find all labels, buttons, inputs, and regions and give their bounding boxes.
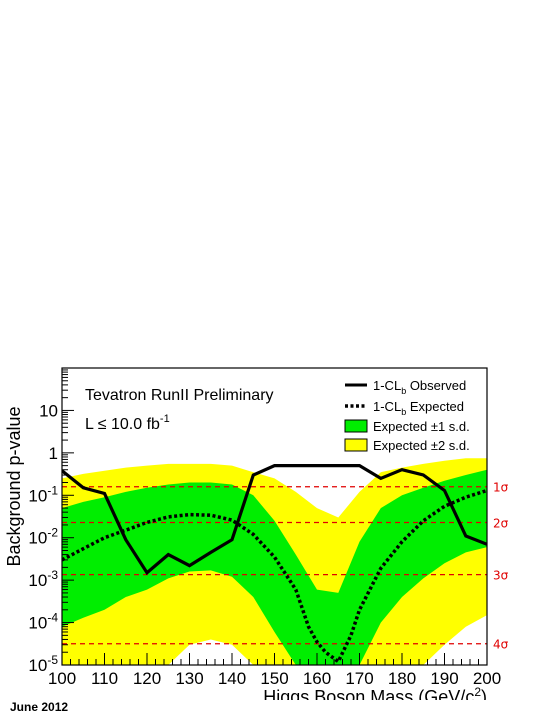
legend-label-4: Expected ±2 s.d. — [373, 438, 470, 453]
sigma-label-3: 3σ — [493, 569, 509, 583]
sigma-label-4: 4σ — [493, 638, 509, 652]
x-tick-label: 140 — [218, 669, 246, 688]
x-tick-label: 160 — [303, 669, 331, 688]
x-tick-label: 100 — [48, 669, 76, 688]
legend-swatch-band2 — [344, 438, 368, 452]
x-tick-label: 200 — [473, 669, 501, 688]
y-tick-label: 10 — [39, 401, 58, 420]
x-tick-label: 110 — [91, 669, 118, 688]
x-tick-label: 170 — [345, 669, 373, 688]
y-tick-label: 10-3 — [28, 568, 58, 590]
sigma-label-1: 1σ — [493, 481, 509, 495]
series-expected-line — [62, 488, 487, 665]
y-tick-label: 10-4 — [28, 611, 58, 633]
y-axis-label: Background p-value — [4, 406, 24, 566]
date-label: June 2012 — [10, 700, 69, 714]
x-tick-label: 130 — [175, 669, 203, 688]
band-1sigma — [62, 469, 487, 665]
chart-subtitle: L ≤ 10.0 fb-1 — [85, 413, 170, 433]
legend-label-1: 1-CLb Observed — [373, 378, 466, 396]
x-tick-label: 180 — [388, 669, 416, 688]
y-tick-label: 10-5 — [28, 653, 58, 675]
x-axis-label: Higgs Boson Mass (GeV/c2) — [263, 685, 487, 700]
series-observed-line — [62, 464, 487, 576]
y-tick-label: 10-1 — [28, 483, 58, 505]
x-tick-label: 150 — [260, 669, 288, 688]
x-tick-label: 190 — [430, 669, 458, 688]
chart-title: Tevatron RunII Preliminary — [85, 387, 274, 404]
y-tick-label: 1 — [49, 444, 58, 463]
plot-area — [62, 458, 487, 665]
legend-label-3: Expected ±1 s.d. — [373, 419, 470, 434]
legend-swatch-band1 — [344, 419, 368, 433]
legend-label-2: 1-CLb Expected — [373, 399, 464, 417]
sigma-label-2: 2σ — [493, 517, 509, 531]
x-tick-label: 120 — [133, 669, 161, 688]
y-tick-label: 10-2 — [28, 526, 58, 548]
